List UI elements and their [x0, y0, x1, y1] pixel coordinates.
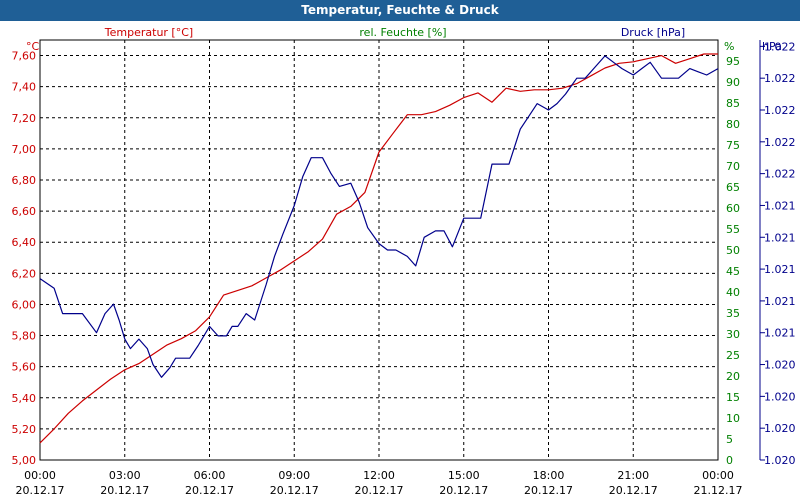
x-tick-date: 20.12.17: [16, 484, 65, 497]
left-tick-label: 7,20: [12, 112, 37, 125]
x-tick-date: 20.12.17: [100, 484, 149, 497]
plot-border: [39, 39, 719, 461]
humidity-tick-label: 90: [726, 76, 740, 89]
x-tick-time: 06:00: [194, 469, 226, 482]
pressure-tick-label: 1.022: [764, 104, 796, 117]
humidity-tick-label: 40: [726, 286, 740, 299]
x-tick-time: 18:00: [533, 469, 565, 482]
x-tick-date: 20.12.17: [439, 484, 488, 497]
pressure-axis-unit: hPa: [762, 40, 782, 53]
x-tick-date: 20.12.17: [270, 484, 319, 497]
x-tick-time: 00:00: [24, 469, 56, 482]
x-tick-time: 21:00: [617, 469, 649, 482]
pressure-tick-label: 1.022: [764, 40, 796, 53]
humidity-tick-label: 35: [726, 307, 740, 320]
left-tick-label: 6,60: [12, 205, 37, 218]
left-tick-label: 5,60: [12, 361, 37, 374]
x-axis-ticks: 00:00 20.12.17 03:00 20.12.17 06:00 20.12.17 0…: [16, 469, 743, 497]
pressure-tick-label: 1.021: [764, 231, 796, 244]
x-tick-date: 20.12.17: [185, 484, 234, 497]
pressure-tick-label: 1.020: [764, 359, 796, 372]
left-tick-label: 6,00: [12, 298, 37, 311]
pressure-tick-label: 1.021: [764, 199, 796, 212]
x-tick-time: 03:00: [109, 469, 141, 482]
humidity-tick-label: 70: [726, 160, 740, 173]
grid: [39, 40, 719, 461]
left-tick-label: 7,00: [12, 143, 37, 156]
humidity-axis-unit: %: [724, 40, 734, 53]
x-tick-time: 09:00: [278, 469, 310, 482]
x-tick-date: 20.12.17: [524, 484, 573, 497]
left-axis-unit: °C: [26, 40, 40, 53]
humidity-tick-label: 45: [726, 265, 740, 278]
humidity-tick-label: 60: [726, 202, 740, 215]
left-tick-label: 6,40: [12, 236, 37, 249]
humidity-tick-label: 50: [726, 244, 740, 257]
humidity-tick-label: 0: [726, 454, 733, 467]
humidity-header: rel. Feuchte [%]: [359, 26, 446, 39]
pressure-tick-label: 1.021: [764, 327, 796, 340]
humidity-tick-label: 85: [726, 97, 740, 110]
left-axis-ticks: 5,00 5,20 5,40 5,60 5,80 6,00 6,20 6,40 6,60 6,80…: [12, 50, 37, 467]
x-tick-time: 15:00: [448, 469, 480, 482]
humidity-tick-label: 65: [726, 181, 740, 194]
x-tick-date: 20.12.17: [355, 484, 404, 497]
left-tick-label: 6,80: [12, 174, 37, 187]
x-tick-time: 00:00: [702, 469, 734, 482]
left-tick-label: 5,40: [12, 392, 37, 405]
humidity-tick-label: 25: [726, 349, 740, 362]
humidity-tick-label: 80: [726, 118, 740, 131]
humidity-tick-label: 10: [726, 412, 740, 425]
series-lines: [39, 53, 719, 444]
pressure-axis-ticks: 1.020 1.020 1.020 1.020 1.021 1.021 1.021 1.021…: [760, 40, 796, 467]
pressure-tick-label: 1.022: [764, 72, 796, 85]
left-tick-label: 6,20: [12, 267, 37, 280]
plot-frame: [39, 39, 761, 461]
pressure-tick-label: 1.022: [764, 136, 796, 149]
axis-headers: Temperatur [°C] rel. Feuchte [%] Druck […: [26, 26, 782, 53]
humidity-tick-label: 55: [726, 223, 740, 236]
left-tick-label: 5,80: [12, 330, 37, 343]
left-tick-label: 5,20: [12, 423, 37, 436]
pressure-tick-label: 1.021: [764, 263, 796, 276]
humidity-tick-label: 95: [726, 55, 740, 68]
pressure-header: Druck [hPa]: [621, 26, 685, 39]
left-tick-label: 7,60: [12, 50, 37, 63]
humidity-tick-label: 20: [726, 370, 740, 383]
humidity-tick-label: 15: [726, 391, 740, 404]
humidity-tick-label: 30: [726, 328, 740, 341]
pressure-tick-label: 1.021: [764, 295, 796, 308]
temperature-header: Temperatur [°C]: [104, 26, 193, 39]
pressure-tick-label: 1.020: [764, 454, 796, 467]
pressure-tick-label: 1.020: [764, 422, 796, 435]
x-tick-time: 12:00: [363, 469, 395, 482]
humidity-axis-ticks: 0 5 10 15 20 25 30 35 40 45 50 55 60 65 70 75 80 85 90 95: [726, 55, 740, 467]
pressure-tick-label: 1.020: [764, 390, 796, 403]
x-tick-date: 21.12.17: [694, 484, 743, 497]
series-line-pressure: [39, 55, 719, 378]
left-tick-label: 5,00: [12, 454, 37, 467]
series-line-temperature: [39, 53, 718, 444]
chart-title: Temperatur, Feuchte & Druck: [0, 0, 800, 21]
humidity-tick-label: 5: [726, 433, 733, 446]
x-tick-date: 20.12.17: [609, 484, 658, 497]
left-tick-label: 7,40: [12, 81, 37, 94]
humidity-tick-label: 75: [726, 139, 740, 152]
pressure-tick-label: 1.022: [764, 168, 796, 181]
